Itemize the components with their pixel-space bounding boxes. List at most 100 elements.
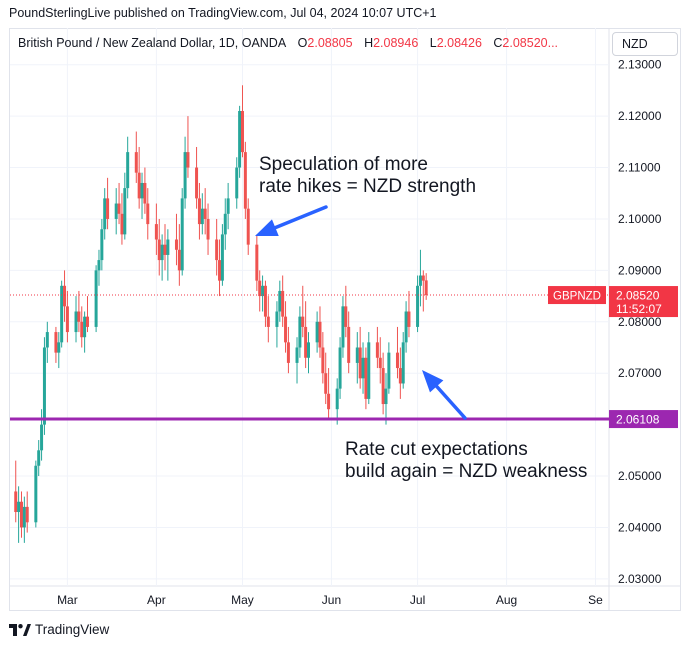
candle	[77, 290, 81, 333]
legend-instrument: British Pound / New Zealand Dollar, 1D, …	[18, 36, 287, 50]
candle	[424, 273, 428, 300]
candle-body	[19, 501, 23, 528]
symbol-tag	[548, 286, 606, 305]
arrow-to-may-selloff	[255, 205, 328, 237]
candle-body	[197, 198, 201, 225]
price-tick-label: 2.11000	[618, 161, 661, 175]
arrow-to-may-selloff-shaft	[273, 205, 328, 230]
candle-body	[195, 167, 199, 199]
legend-high-label: H	[364, 36, 374, 50]
candle-body	[97, 260, 101, 271]
candle-body	[261, 285, 265, 297]
candle	[74, 296, 78, 343]
candle	[14, 460, 18, 523]
time-axis: Mar Apr May Jun Jul Aug Se	[57, 593, 603, 607]
candle	[261, 275, 265, 312]
candle-body	[163, 244, 167, 255]
candle	[275, 301, 279, 348]
candle	[295, 337, 299, 384]
candle	[220, 224, 224, 286]
candle	[284, 301, 288, 353]
price-tick-label: 2.07000	[618, 366, 662, 380]
candle-body	[384, 388, 388, 405]
candle	[197, 182, 201, 240]
candle	[318, 306, 322, 358]
candle-body	[398, 368, 402, 384]
candle-body	[416, 285, 420, 327]
candle-body	[361, 357, 365, 379]
candle	[327, 368, 331, 420]
candle-body	[401, 342, 405, 384]
candle	[206, 203, 210, 255]
chart-frame	[9, 28, 681, 611]
candle-body	[223, 213, 227, 235]
candle-body	[358, 347, 362, 379]
candle-body	[421, 275, 425, 281]
candle	[17, 486, 21, 543]
candle	[255, 234, 259, 291]
candle	[215, 218, 219, 276]
candle-body	[367, 342, 371, 399]
candle	[235, 157, 239, 209]
candle-body	[137, 172, 141, 199]
candle	[203, 188, 207, 235]
candle-body	[106, 198, 110, 219]
candle	[22, 496, 26, 543]
candle	[160, 234, 164, 281]
candle	[106, 177, 110, 230]
candle-body	[238, 110, 242, 168]
candle	[315, 311, 319, 353]
candle	[40, 409, 44, 461]
last-price-tag-text: 2.08520	[616, 289, 660, 303]
legend-high-value: 2.08946	[373, 36, 419, 50]
candle-body	[143, 182, 147, 204]
candle	[183, 136, 187, 209]
candle	[157, 218, 161, 276]
time-tick-label: Se	[588, 593, 603, 607]
candle-body	[341, 306, 345, 348]
time-tick-label: Mar	[57, 593, 78, 607]
candle-body	[220, 234, 224, 281]
candle	[324, 352, 328, 405]
candle	[238, 105, 242, 178]
candle-body	[258, 280, 262, 297]
candle-body	[183, 152, 187, 199]
candle	[163, 224, 167, 271]
candle-body	[206, 218, 210, 240]
candle	[263, 280, 267, 327]
candle	[80, 306, 84, 348]
candle	[266, 296, 270, 343]
candle-body	[355, 347, 359, 363]
price-tick-label: 2.12000	[618, 109, 662, 123]
annotation-bottom: Rate cut expectations build again = NZD …	[345, 439, 587, 483]
candle-body	[74, 311, 78, 333]
candle	[381, 352, 385, 415]
candle-body	[424, 280, 428, 296]
candle	[103, 188, 107, 240]
currency-selector-button[interactable]: NZD	[612, 32, 678, 56]
chart-legend: British Pound / New Zealand Dollar, 1D, …	[18, 36, 558, 50]
candle	[137, 146, 141, 209]
candle-body	[123, 188, 127, 235]
legend-low-value: 2.08426	[436, 36, 482, 50]
arrow-to-july-rally	[422, 370, 467, 420]
candle-body	[301, 316, 305, 327]
candle-body	[263, 285, 267, 317]
annotation-top-line1: Speculation of more	[259, 154, 428, 175]
candle	[344, 285, 348, 338]
tradingview-logo-icon	[9, 623, 31, 636]
candle	[246, 198, 250, 255]
candle-body	[134, 152, 138, 173]
candle-body	[57, 342, 61, 353]
candle-body	[404, 311, 408, 343]
candle	[146, 188, 150, 240]
candle-body	[200, 208, 204, 225]
candle-body	[395, 352, 399, 369]
candle	[143, 167, 147, 214]
candle	[301, 285, 305, 338]
tradingview-logo[interactable]: TradingView	[9, 622, 109, 637]
candle-body	[298, 316, 302, 348]
candle-body	[315, 321, 319, 343]
candle-body	[40, 424, 44, 451]
